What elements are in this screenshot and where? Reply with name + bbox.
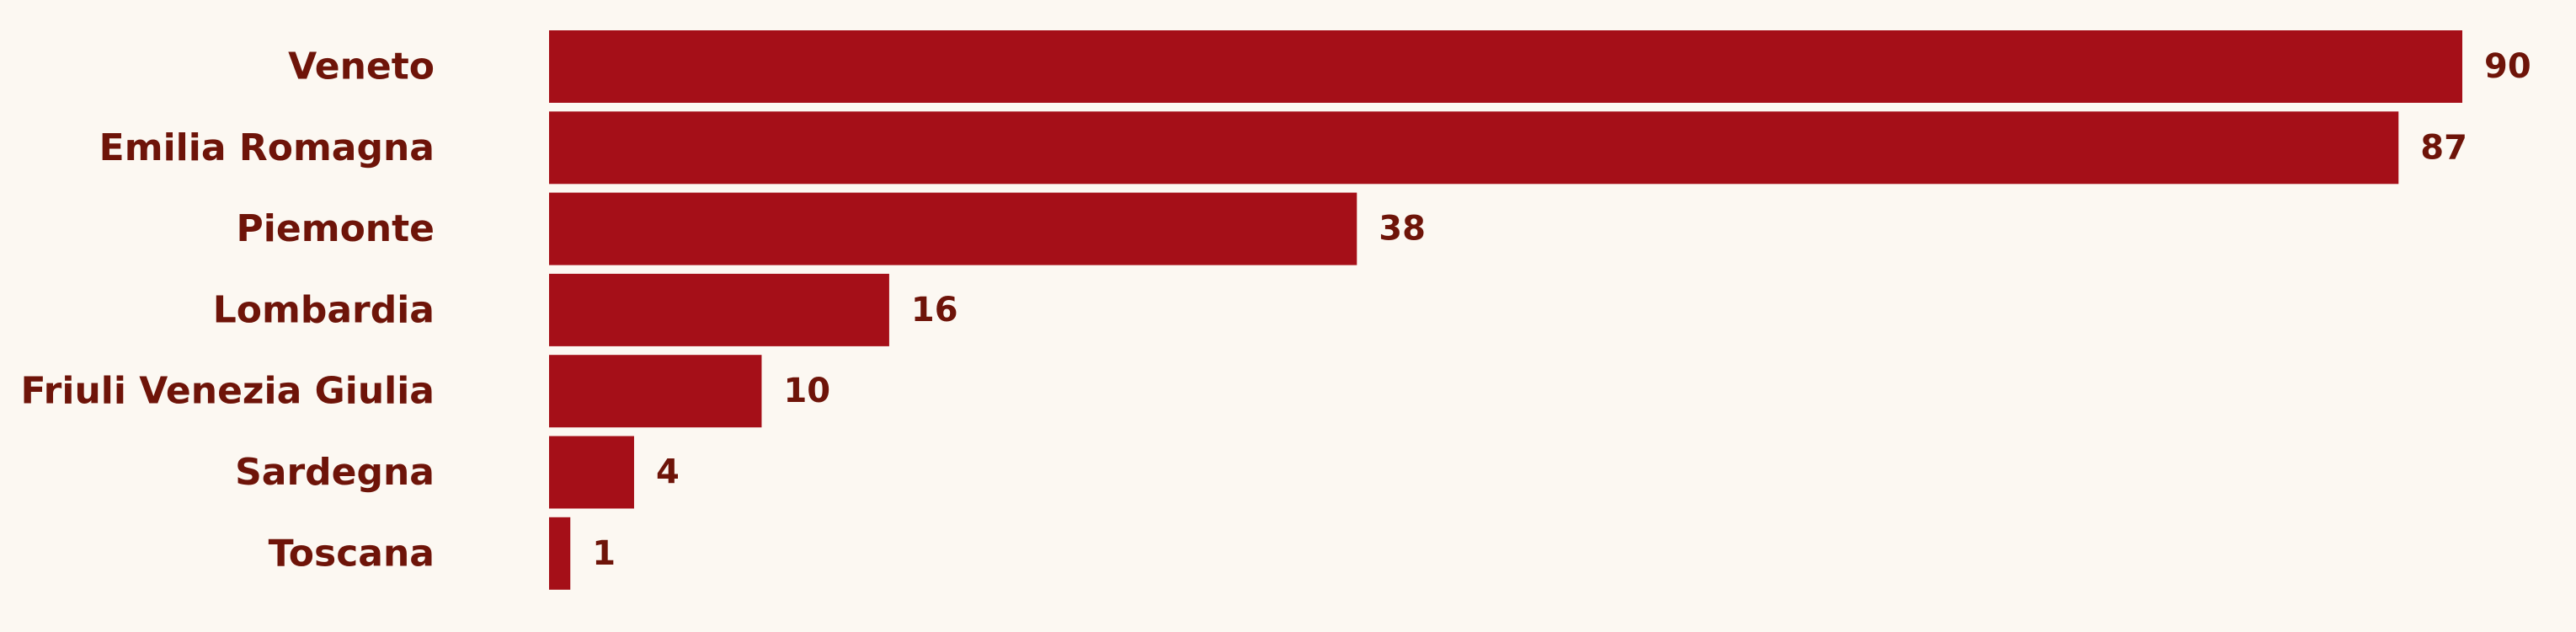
value-label-lombardia: 16 [911,291,958,329]
bar-lombardia [549,273,889,346]
value-label-toscana: 1 [592,534,616,573]
value-label-piemonte: 38 [1379,210,1426,249]
category-label-veneto: Veneto [288,46,435,88]
bar-sardegna [549,436,634,509]
category-labels-group: Veneto Emilia Romagna Piemonte Lombardia Fri… [20,46,435,576]
value-label-friuli-venezia-giulia: 10 [783,372,830,410]
value-label-veneto: 90 [2484,47,2531,86]
category-label-sardegna: Sardegna [235,451,435,494]
category-label-piemonte: Piemonte [237,207,435,250]
category-label-emilia-romagna: Emilia Romagna [99,126,435,169]
bar-toscana [549,517,571,590]
value-labels-group: 90 87 38 16 10 4 1 [592,47,2531,573]
bar-emilia-romagna [549,111,2399,185]
bar-friuli-venezia-giulia [549,355,762,428]
value-label-emilia-romagna: 87 [2420,128,2467,167]
bar-piemonte [549,192,1357,265]
value-label-sardegna: 4 [656,453,680,492]
category-label-lombardia: Lombardia [213,288,435,331]
bars-group [549,30,2462,590]
category-label-friuli-venezia-giulia: Friuli Venezia Giulia [20,370,435,413]
category-label-toscana: Toscana [269,532,435,575]
bar-veneto [549,30,2462,103]
